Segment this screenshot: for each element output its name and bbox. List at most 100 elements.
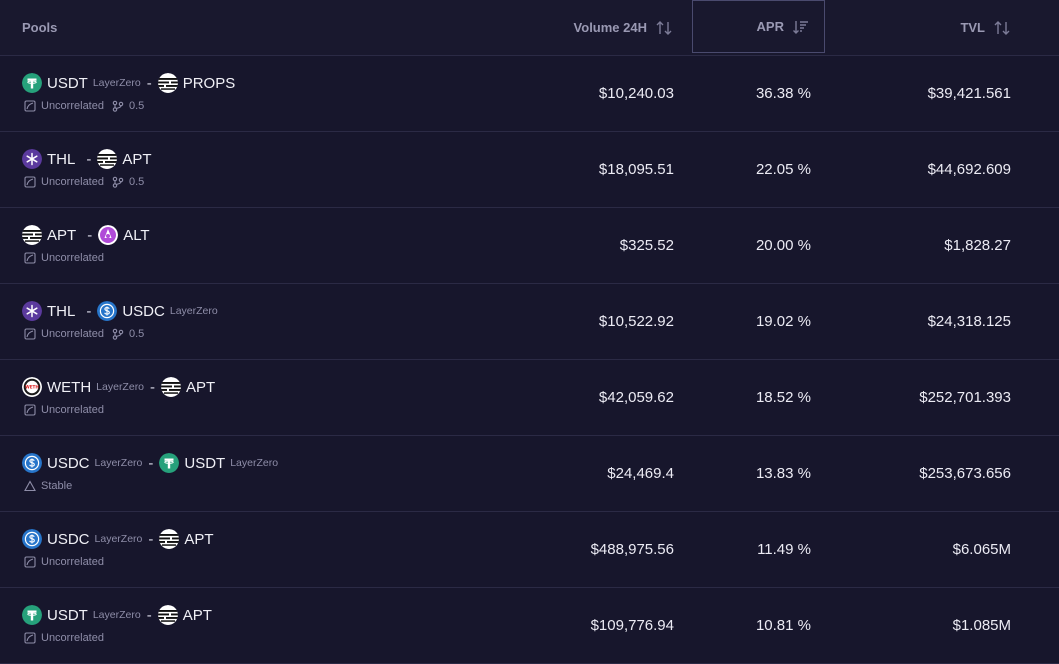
tvl-cell: $253,673.656 [919,465,1011,482]
apr-cell: 22.05 % [755,161,811,178]
svg-text:WETH: WETH [25,385,39,390]
table-row[interactable]: THL - APT Uncorrelated 0.5 $18,095.51 22… [0,132,1059,208]
token-b-bridge: LayerZero [230,457,279,469]
uncorrelated-curve-icon [24,176,36,188]
pool-meta: Uncorrelated [24,632,104,644]
volume-cell: $24,469.4 [607,465,674,482]
pool-meta: Uncorrelated [24,404,104,416]
token-a: USDC LayerZero [22,529,142,549]
curve-type: Uncorrelated [41,176,104,188]
curve-type: Uncorrelated [41,632,104,644]
token-a-bridge: LayerZero [96,381,145,393]
apr-cell: 18.52 % [755,389,811,406]
token-a-bridge: LayerZero [92,609,141,621]
token-a: WETH WETH LayerZero [22,377,144,397]
token-b-symbol: APT [186,378,216,396]
table-row[interactable]: USDC LayerZero - USDT LayerZero Stable $… [0,436,1059,512]
token-a: THL [22,301,80,321]
token-b: USDC LayerZero [97,301,218,321]
fee-icon [112,100,124,112]
token-a-symbol: USDC [47,454,90,472]
token-a-symbol: USDC [47,530,90,548]
token-a-bridge: LayerZero [92,77,141,89]
token-a: APT [22,225,81,245]
apr-cell: 13.83 % [755,465,811,482]
uncorrelated-curve-icon [24,404,36,416]
pool-pair: USDC LayerZero - APT [22,529,219,549]
token-b: APT [97,149,156,169]
token-b: APT [157,605,217,625]
token-b-symbol: PROPS [182,74,236,92]
table-row[interactable]: USDC LayerZero - APT Uncorrelated $488,9… [0,512,1059,588]
token-a-symbol: APT [47,226,77,244]
token-b-symbol: APT [182,606,212,624]
header-pools: Pools [22,0,57,55]
table-row[interactable]: USDT LayerZero - APT Uncorrelated $109,7… [0,588,1059,664]
volume-cell: $18,095.51 [598,161,674,178]
pair-separator: - [86,150,92,168]
header-volume-label: Volume 24H [573,20,647,35]
tvl-cell: $1.085M [952,617,1011,634]
usdt-icon [159,453,180,473]
pair-separator: - [86,302,92,320]
volume-cell: $488,975.56 [590,541,674,558]
table-row[interactable]: WETH WETH LayerZero - APT Uncorrelated $… [0,360,1059,436]
table-row[interactable]: APT - ALT Uncorrelated $325.52 20.00 % $… [0,208,1059,284]
token-a-bridge: LayerZero [94,533,143,545]
tvl-cell: $44,692.609 [927,161,1011,178]
tvl-cell: $1,828.27 [944,237,1011,254]
token-a-symbol: THL [47,302,76,320]
volume-cell: $325.52 [619,237,674,254]
header-volume-sort[interactable]: Volume 24H [574,0,673,55]
volume-cell: $10,240.03 [598,85,674,102]
token-a: USDT LayerZero [22,73,141,93]
usdc-icon [97,301,118,321]
table-row[interactable]: THL - USDC LayerZero Uncorrelated 0.5 $1… [0,284,1059,360]
sort-descending-icon [792,18,810,36]
apt-icon [159,529,180,549]
pool-meta: Uncorrelated 0.5 [24,328,144,340]
thl-icon [22,301,42,321]
volume-cell: $10,522.92 [598,313,674,330]
apt-icon [97,149,118,169]
curve-type: Uncorrelated [41,252,104,264]
pool-pair: APT - ALT [22,225,155,245]
pool-meta: Uncorrelated [24,556,104,568]
token-a-symbol: USDT [47,606,88,624]
usdt-icon [22,73,42,93]
tvl-cell: $24,318.125 [927,313,1011,330]
usdc-icon [22,529,42,549]
curve-type: Stable [41,480,73,492]
uncorrelated-curve-icon [24,556,36,568]
apt-icon [157,605,178,625]
uncorrelated-curve-icon [24,252,36,264]
pool-pair: THL - APT [22,149,157,169]
token-b-symbol: APT [122,150,152,168]
token-a: USDT LayerZero [22,605,141,625]
header-apr-sort[interactable]: APR [692,0,825,53]
header-tvl-sort[interactable]: TVL [960,0,1011,55]
tvl-cell: $252,701.393 [919,389,1011,406]
stable-curve-icon [24,480,36,492]
pair-separator: - [150,378,156,396]
table-row[interactable]: USDT LayerZero - PROPS Uncorrelated 0.5 … [0,56,1059,132]
token-a: USDC LayerZero [22,453,142,473]
usdt-icon [22,605,42,625]
token-b-symbol: ALT [123,226,150,244]
sort-both-icon [655,19,673,37]
apr-cell: 36.38 % [755,85,811,102]
volume-cell: $109,776.94 [590,617,674,634]
apt-icon [22,225,42,245]
token-a-symbol: USDT [47,74,88,92]
apr-cell: 10.81 % [755,617,811,634]
token-a-bridge: LayerZero [94,457,143,469]
tvl-cell: $6.065M [952,541,1011,558]
pair-separator: - [87,226,93,244]
apr-cell: 11.49 % [757,541,811,558]
token-b: PROPS [157,73,241,93]
pool-pair: USDC LayerZero - USDT LayerZero [22,453,278,473]
pool-meta: Stable [24,480,72,492]
pool-fee: 0.5 [112,176,144,188]
header-pools-label: Pools [22,20,58,35]
